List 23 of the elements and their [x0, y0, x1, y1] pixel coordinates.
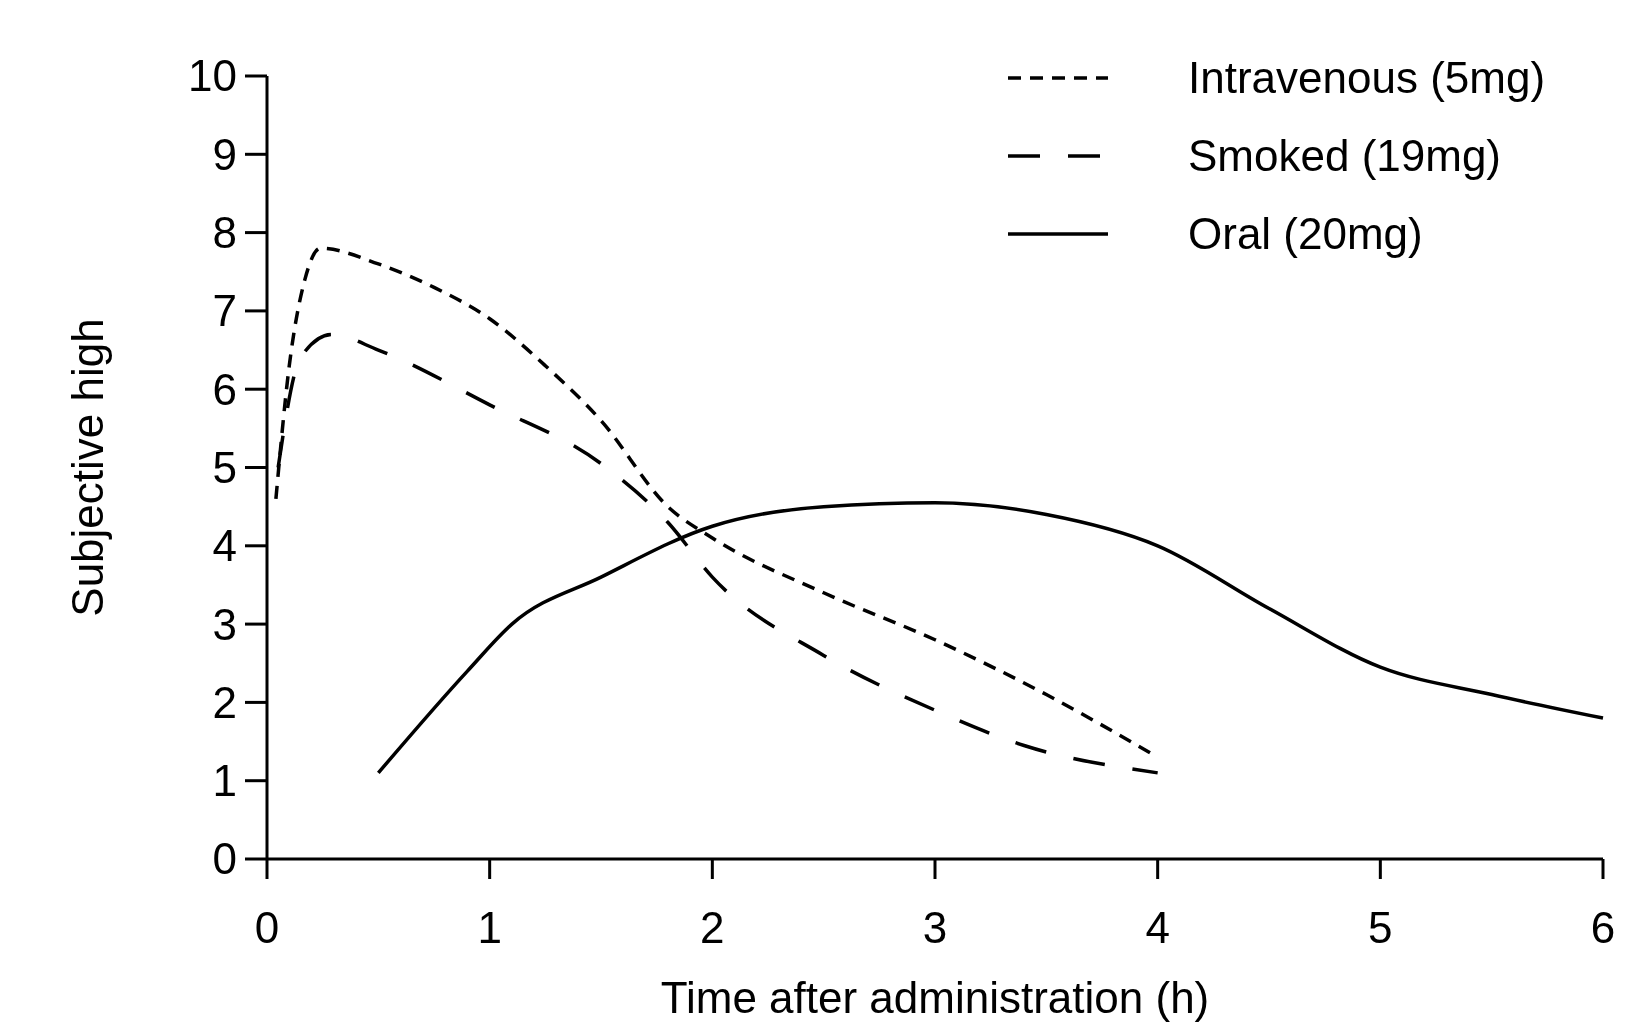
- y-tick-label: 1: [212, 756, 237, 806]
- y-tick-label: 0: [212, 834, 237, 884]
- legend-label: Intravenous (5mg): [1188, 53, 1546, 103]
- y-axis-title: Subjective high: [63, 318, 112, 617]
- y-tick-label: 3: [212, 599, 237, 649]
- x-axis-title: Time after administration (h): [660, 973, 1210, 1022]
- x-tick-label: 6: [1590, 903, 1616, 952]
- y-tick-label: 2: [212, 677, 237, 727]
- x-tick-label: 2: [700, 903, 725, 952]
- x-tick-label: 5: [1368, 903, 1393, 952]
- x-tick-label: 4: [1145, 903, 1170, 952]
- x-tick-label: 3: [922, 903, 948, 952]
- x-tick-label: 1: [477, 903, 502, 952]
- y-tick-label: 10: [188, 51, 237, 101]
- y-tick-label: 5: [212, 442, 237, 492]
- y-tick-label: 6: [212, 364, 237, 414]
- y-tick-label: 9: [212, 129, 237, 179]
- y-tick-label: 4: [212, 521, 237, 571]
- legend-label: Smoked (19mg): [1188, 131, 1502, 181]
- x-tick-label: 0: [254, 903, 280, 952]
- y-tick-label: 8: [212, 208, 237, 257]
- y-tick-label: 7: [212, 286, 237, 336]
- legend-label: Oral (20mg): [1188, 209, 1423, 259]
